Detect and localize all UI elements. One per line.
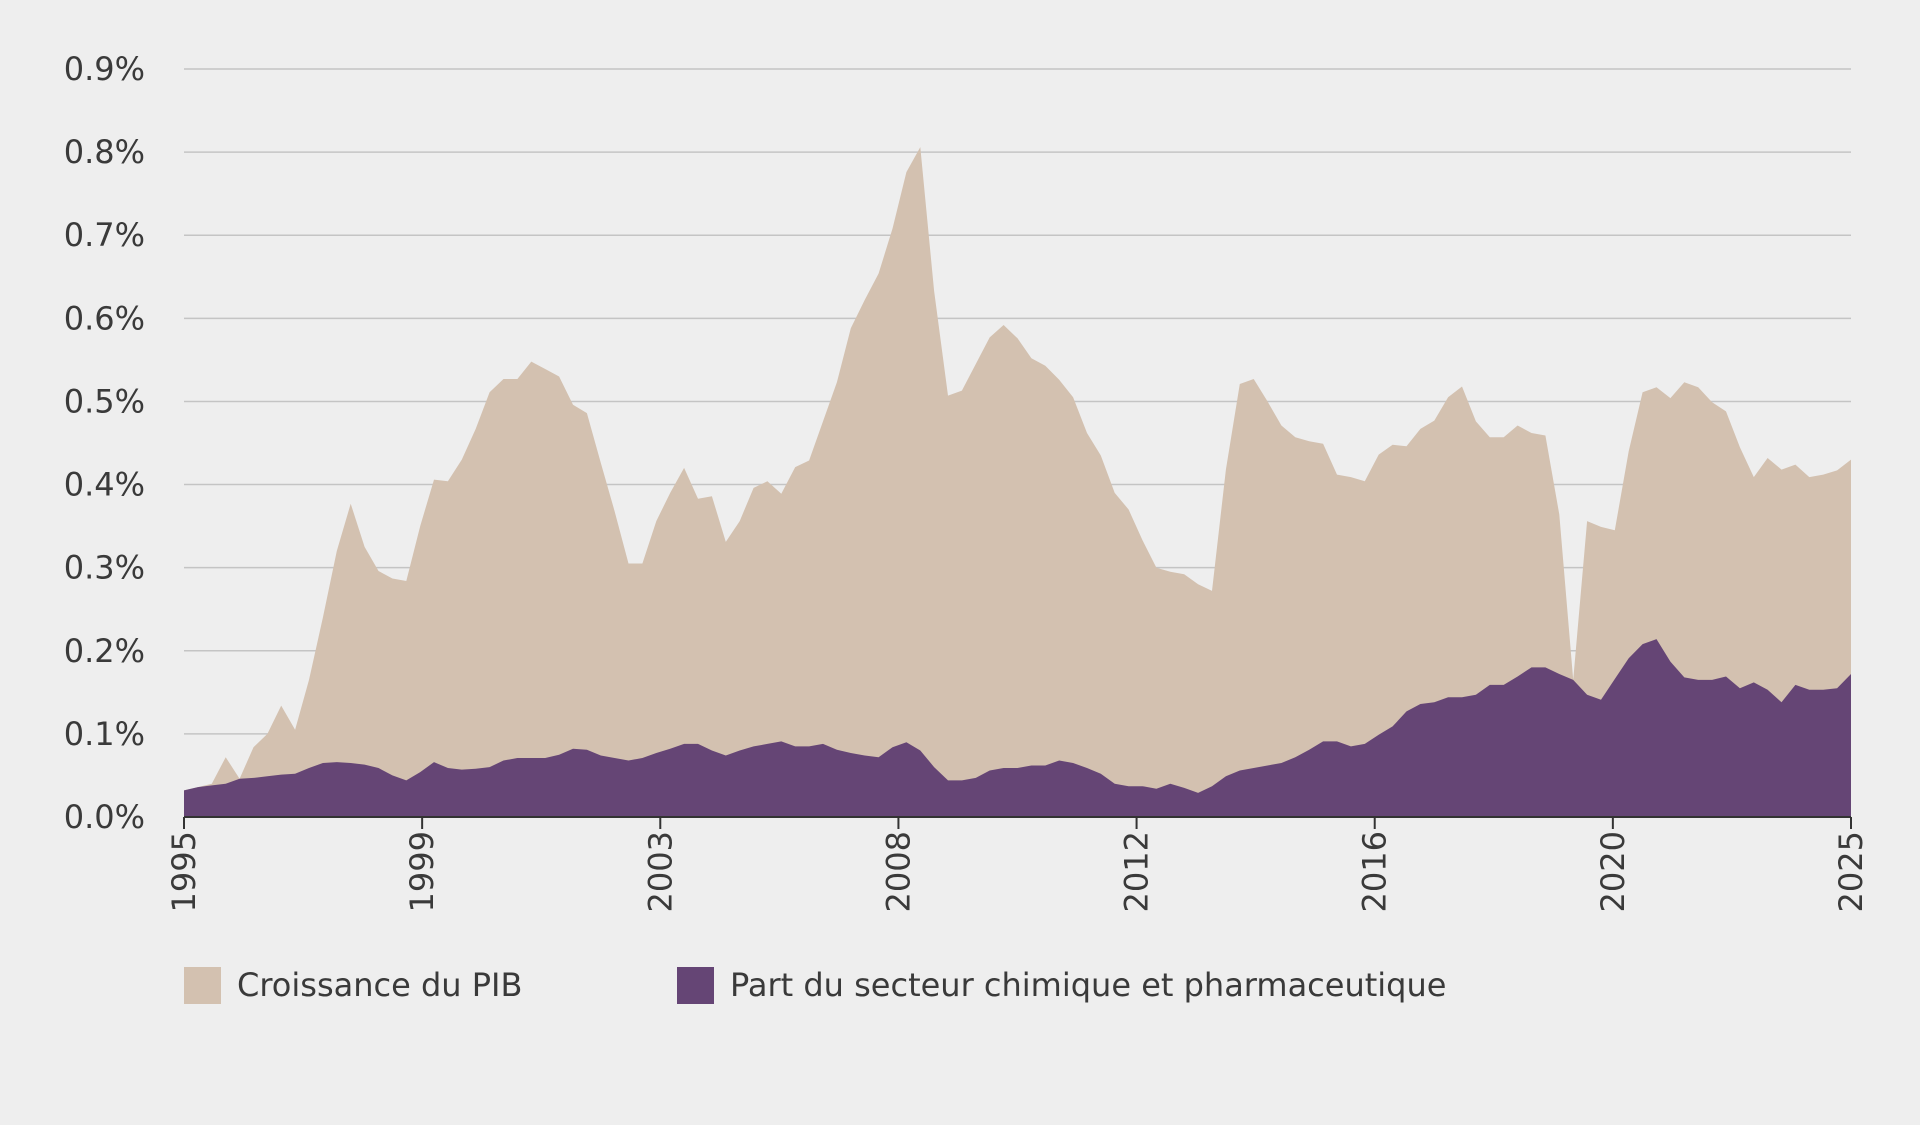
x-tick-label: 2012 <box>1118 831 1156 912</box>
axes <box>183 816 1852 829</box>
y-tick-label: 0.4% <box>64 466 145 504</box>
legend-swatch-chem-pharma <box>677 966 714 1004</box>
y-tick-label: 0.6% <box>64 299 145 337</box>
x-tick-label: 2020 <box>1594 831 1632 912</box>
area-series <box>184 147 1851 818</box>
y-tick-label: 0.3% <box>64 549 145 587</box>
x-tick-label: 2008 <box>879 831 917 912</box>
y-tick-label: 0.8% <box>64 133 145 171</box>
legend-item-chem-pharma: Part du secteur chimique et pharmaceutiq… <box>677 966 1446 1004</box>
x-tick-label: 2025 <box>1832 831 1870 912</box>
legend-swatch-gdp <box>184 966 221 1004</box>
legend-label-gdp: Croissance du PIB <box>237 966 523 1004</box>
x-axis-labels: 1995 1999 2003 2008 2012 2016 2020 2025 <box>165 831 1870 912</box>
y-tick-label: 0.9% <box>64 50 145 88</box>
legend-label-chem-pharma: Part du secteur chimique et pharmaceutiq… <box>730 966 1447 1004</box>
legend-item-gdp: Croissance du PIB <box>184 966 522 1004</box>
x-tick-label: 1995 <box>165 831 203 912</box>
y-tick-label: 0.7% <box>64 216 145 254</box>
x-tick-label: 2003 <box>641 831 679 912</box>
y-tick-label: 0.0% <box>64 798 145 836</box>
y-tick-label: 0.5% <box>64 382 145 420</box>
y-tick-label: 0.1% <box>64 715 145 753</box>
y-tick-label: 0.2% <box>64 632 145 670</box>
y-axis-labels: 0.0% 0.1% 0.2% 0.3% 0.4% 0.5% 0.6% 0.7% 0.8% 0.9% <box>64 50 145 836</box>
area-chem-pharma-share <box>184 639 1851 817</box>
area-gdp-growth <box>184 147 1851 818</box>
x-tick-label: 2016 <box>1356 831 1394 912</box>
x-tick-label: 1999 <box>403 831 441 912</box>
